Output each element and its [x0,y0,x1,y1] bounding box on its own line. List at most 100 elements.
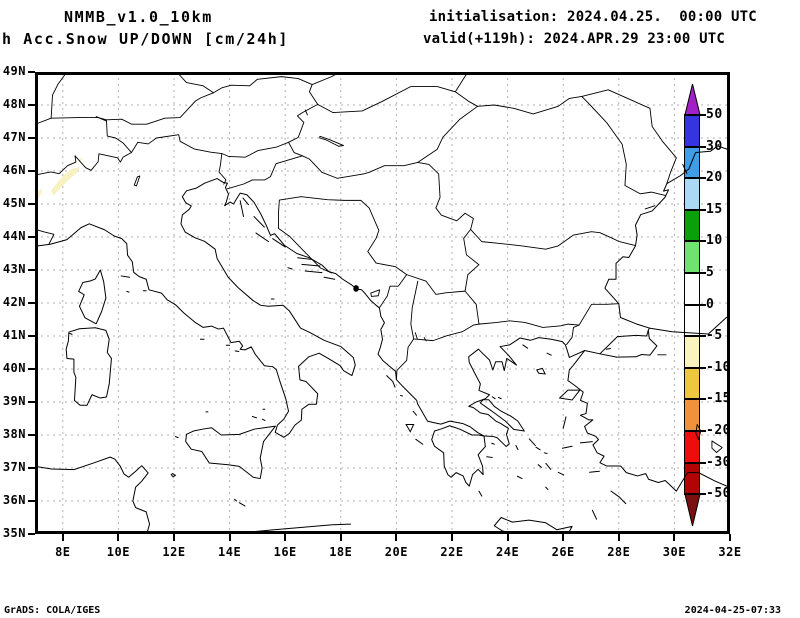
colorbar-segment [684,241,700,273]
lon-label: 20E [384,545,408,559]
colorbar-tick [684,366,706,369]
lat-tick [28,302,35,304]
colorbar-tick [684,272,706,274]
colorbar-tick [684,145,706,148]
lat-label: 47N [2,130,26,144]
lat-tick [28,170,35,172]
colorbar-tick [684,303,706,306]
colorbar-tick [684,208,706,211]
colorbar-label: 0 [706,296,715,312]
colorbar-segment [684,115,700,147]
lon-label: 10E [106,545,130,559]
lat-label: 46N [2,163,26,177]
colorbar-label: -50 [706,486,731,502]
lat-tick [28,368,35,370]
lat-tick [28,401,35,403]
lat-label: 36N [2,493,26,507]
coast-marmara-south [600,330,657,357]
lat-label: 42N [2,295,26,309]
lon-label: 14E [218,545,242,559]
lon-tick [284,534,287,541]
lat-label: 44N [2,229,26,243]
colorbar-tick [684,240,706,243]
lon-tick [339,534,342,541]
lat-label: 41N [2,328,26,342]
lon-tick [673,534,676,541]
lat-tick [28,335,35,337]
lon-label: 12E [162,545,186,559]
lat-label: 48N [2,97,26,111]
coast-peloponnese [432,426,486,486]
lat-tick [28,533,35,535]
colorbar-label: 20 [706,170,723,186]
colorbar-label: 10 [706,233,723,249]
colorbar-label: 30 [706,138,723,154]
coast-africa [35,457,150,534]
colorbar-label: 5 [706,265,715,280]
colorbar-segment [684,462,700,495]
lon-label: 26E [551,545,575,559]
colorbar-tick [684,398,706,401]
colorbar-label: 50 [706,107,723,122]
colorbar-segment [684,367,700,400]
grid-lines [35,72,730,534]
coastlines [35,146,730,534]
coast-sardinia [66,328,111,406]
lat-tick [28,236,35,238]
coast-detail-blob [353,285,359,292]
lat-label: 45N [2,196,26,210]
footer-timestamp: 2024-04-25-07:33 [684,605,781,616]
lat-label: 43N [2,262,26,276]
coast-adriatic-balkan [225,146,730,447]
lakes [96,110,722,453]
colorbar-segment [684,273,700,305]
lat-label: 40N [2,361,26,375]
colorbar-tick [684,114,706,116]
lon-tick [173,534,175,541]
header-init-time: initialisation: 2024.04.25. 00:00 UTC [429,9,757,25]
lat-label: 39N [2,394,26,408]
lon-tick [117,534,120,541]
lon-label: 18E [329,545,353,559]
lon-tick [617,534,620,541]
lat-tick [28,500,35,502]
colorbar-segment [684,304,700,337]
coast-sicily [186,426,276,478]
colorbar-tick [684,177,706,180]
lat-tick [28,269,35,271]
colorbar-tick [684,461,706,464]
lat-tick [28,434,35,436]
lon-tick [729,534,731,541]
map-frame [37,74,729,533]
map-canvas [35,72,730,534]
colorbar-segment [684,178,700,210]
colorbar-label: -30 [706,454,731,470]
colorbar: 50 30 20 15 10 5 0 -5 -10 -15 -20 -30 -50 [684,83,744,561]
colorbar-label: -15 [706,391,731,407]
lat-label: 49N [2,64,26,78]
coast-euboea [480,400,524,431]
lon-tick [562,534,565,541]
country-borders [36,72,677,380]
lon-label: 30E [662,545,686,559]
colorbar-segment [684,146,700,179]
colorbar-segment [684,431,700,463]
lon-label: 8E [55,545,71,559]
colorbar-tick [684,430,706,432]
header-model-title: NMMB_v1.0_10km [64,8,213,26]
colorbar-segment [684,209,700,242]
lon-tick [395,534,398,541]
coast-corsica [79,270,106,324]
colorbar-segment [684,399,700,431]
graticule-grid [35,72,730,534]
lon-tick [228,534,231,541]
colorbar-segment [684,336,700,368]
islands [70,198,626,519]
lat-tick [28,467,35,469]
colorbar-label: -10 [706,359,731,375]
header-product-title: h Acc.Snow UP/DOWN [cm/24h] [2,30,290,48]
lat-label: 38N [2,427,26,441]
lon-label: 32E [718,545,742,559]
lon-label: 28E [607,545,631,559]
